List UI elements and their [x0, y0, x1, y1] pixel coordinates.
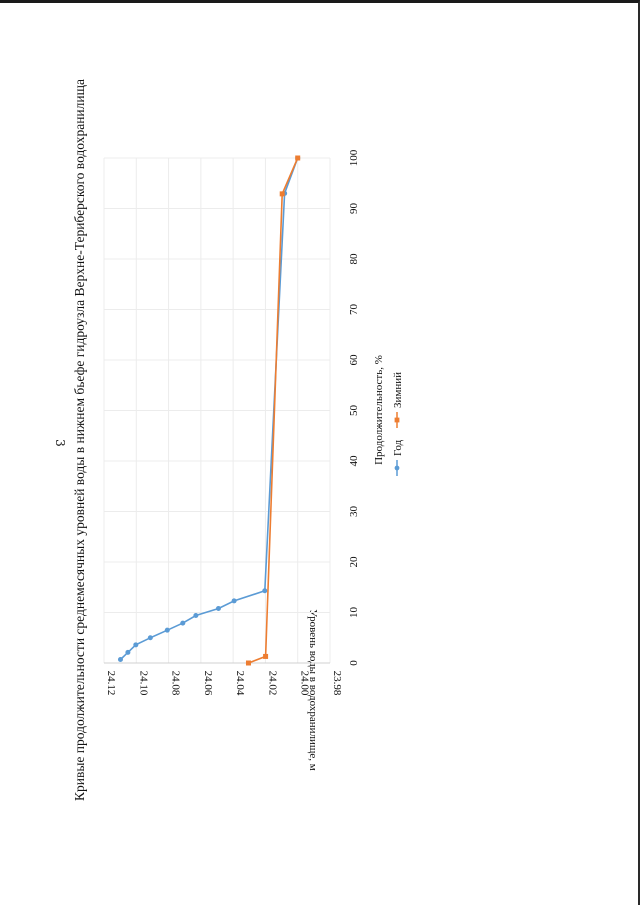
data-point-0 [164, 627, 170, 633]
x-tick-label: 10 [348, 607, 360, 619]
data-point-0 [117, 656, 123, 662]
data-point-0 [180, 620, 186, 626]
legend-label-zimniy: Зимний [392, 372, 404, 408]
data-point-1 [295, 155, 301, 161]
x-tick-label: 50 [348, 405, 360, 417]
data-point-0 [231, 598, 237, 604]
series-line-1 [248, 157, 299, 664]
y-tick-label: 24.04 [234, 671, 246, 696]
y-tick-label: 24.08 [170, 671, 182, 696]
y-tick-label: 24.12 [105, 671, 117, 696]
y-tick-label: 24.00 [299, 671, 311, 696]
y-tick-label: 23.98 [331, 671, 343, 696]
x-tick-label: 100 [348, 149, 360, 166]
x-tick-label: 80 [348, 253, 360, 265]
x-tick-label: 60 [348, 354, 360, 366]
data-point-1 [263, 653, 269, 659]
data-point-0 [215, 605, 221, 611]
data-point-1 [245, 660, 251, 666]
data-point-0 [133, 642, 139, 648]
y-axis-title: Уровень воды в водохранилище, м [307, 609, 319, 770]
y-tick-label: 24.06 [202, 671, 214, 696]
x-tick-label: 70 [348, 304, 360, 316]
data-point-1 [279, 191, 285, 197]
chart-title: Кривые продолжительности среднемесячных … [72, 79, 87, 801]
x-tick-label: 90 [348, 203, 360, 215]
series-line-0 [119, 157, 299, 661]
y-tick-label: 24.02 [266, 671, 278, 696]
data-point-0 [262, 588, 268, 594]
x-tick-label: 30 [348, 506, 360, 518]
x-axis-title: Продолжительность, % [373, 355, 385, 465]
data-point-0 [125, 649, 131, 655]
data-point-0 [147, 635, 153, 641]
x-tick-label: 0 [348, 660, 360, 666]
legend-marker-zimniy [394, 417, 400, 423]
x-tick-label: 40 [348, 455, 360, 467]
x-tick-label: 20 [348, 556, 360, 568]
y-tick-label: 24.10 [137, 671, 149, 696]
legend: Год Зимний [392, 372, 404, 476]
legend-label-god: Год [392, 439, 404, 456]
legend-marker-god [394, 465, 400, 471]
data-point-0 [193, 613, 199, 619]
